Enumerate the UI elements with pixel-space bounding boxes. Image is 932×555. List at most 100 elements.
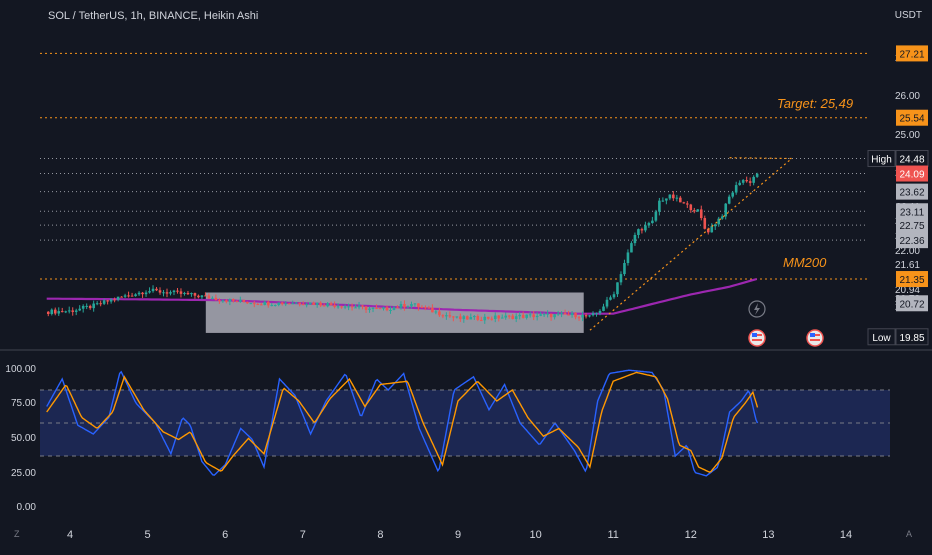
candle[interactable] <box>556 313 560 315</box>
candle[interactable] <box>378 308 382 310</box>
candle[interactable] <box>466 316 469 320</box>
candle[interactable] <box>692 210 696 212</box>
candle[interactable] <box>123 295 127 297</box>
candle[interactable] <box>493 315 497 320</box>
us-flag-event-icon[interactable] <box>806 329 824 347</box>
candle[interactable] <box>598 310 602 314</box>
candle[interactable] <box>218 300 221 302</box>
candle[interactable] <box>399 303 403 308</box>
candle[interactable] <box>207 295 211 299</box>
candle[interactable] <box>441 315 445 317</box>
candle[interactable] <box>385 307 389 311</box>
candle[interactable] <box>574 313 577 318</box>
candle[interactable] <box>724 203 728 217</box>
candle[interactable] <box>155 288 158 291</box>
candle[interactable] <box>679 197 682 203</box>
candle[interactable] <box>92 303 95 309</box>
candle[interactable] <box>204 295 207 297</box>
candle[interactable] <box>525 314 528 318</box>
price-badge[interactable]: 22.36 <box>896 232 928 249</box>
candle[interactable] <box>294 302 298 304</box>
candle[interactable] <box>497 315 501 319</box>
candle[interactable] <box>151 288 155 292</box>
candle[interactable] <box>612 294 616 298</box>
candle[interactable] <box>364 306 368 310</box>
candle[interactable] <box>354 307 357 309</box>
candle[interactable] <box>336 306 340 308</box>
candle[interactable] <box>347 306 350 308</box>
candle[interactable] <box>682 202 686 204</box>
candle[interactable] <box>427 307 431 309</box>
candle[interactable] <box>658 200 661 212</box>
price-badge[interactable]: 27.21 <box>896 45 928 62</box>
candle[interactable] <box>452 316 455 318</box>
candle[interactable] <box>193 293 197 296</box>
candle[interactable] <box>190 293 193 295</box>
candle[interactable] <box>699 209 703 219</box>
candle[interactable] <box>130 295 134 297</box>
price-badge[interactable]: 19.85 Low <box>867 328 929 346</box>
candle[interactable] <box>546 313 549 315</box>
candle[interactable] <box>85 305 88 307</box>
candle[interactable] <box>280 302 284 305</box>
candle[interactable] <box>305 304 308 306</box>
candle[interactable] <box>448 315 452 317</box>
candle[interactable] <box>469 317 473 320</box>
candle[interactable] <box>413 303 417 305</box>
candle[interactable] <box>706 228 710 233</box>
candle[interactable] <box>438 311 441 316</box>
candle[interactable] <box>542 314 546 316</box>
price-badge[interactable]: 23.11 <box>896 203 928 220</box>
candle[interactable] <box>514 316 518 319</box>
candle[interactable] <box>120 296 123 298</box>
candle[interactable] <box>60 311 64 313</box>
candle[interactable] <box>197 295 200 298</box>
price-badge[interactable]: 24.09 <box>896 165 928 182</box>
candle[interactable] <box>64 311 68 313</box>
candle[interactable] <box>235 300 239 302</box>
candle[interactable] <box>343 306 347 308</box>
candle[interactable] <box>78 308 81 311</box>
candle[interactable] <box>221 300 225 302</box>
candle[interactable] <box>455 316 459 318</box>
candle[interactable] <box>745 180 748 182</box>
candle[interactable] <box>504 315 508 318</box>
auto-scale-button[interactable]: A <box>906 529 913 539</box>
candle[interactable] <box>312 302 315 305</box>
candle[interactable] <box>581 315 584 318</box>
candle[interactable] <box>720 216 724 219</box>
candle[interactable] <box>675 197 679 199</box>
candle[interactable] <box>518 314 521 317</box>
candle[interactable] <box>375 307 378 309</box>
candle[interactable] <box>329 303 333 306</box>
candle[interactable] <box>577 317 581 319</box>
candle[interactable] <box>225 300 228 302</box>
candle[interactable] <box>434 311 438 313</box>
candle[interactable] <box>630 243 633 253</box>
candle[interactable] <box>172 290 176 293</box>
candle[interactable] <box>315 302 319 305</box>
candle[interactable] <box>703 218 707 229</box>
candle[interactable] <box>368 308 371 310</box>
candle[interactable] <box>102 300 106 304</box>
candle[interactable] <box>619 274 623 283</box>
candle[interactable] <box>144 292 148 295</box>
candle[interactable] <box>689 204 693 211</box>
candle[interactable] <box>755 173 759 177</box>
candle[interactable] <box>71 310 75 312</box>
candle[interactable] <box>654 211 658 221</box>
candle[interactable] <box>169 292 172 294</box>
candle[interactable] <box>738 182 741 186</box>
candle[interactable] <box>263 301 267 306</box>
candle[interactable] <box>211 297 214 299</box>
candle[interactable] <box>420 307 424 309</box>
candle[interactable] <box>403 303 406 308</box>
candle[interactable] <box>127 295 130 297</box>
candle[interactable] <box>214 297 218 301</box>
candle[interactable] <box>595 313 598 315</box>
candle[interactable] <box>371 307 375 309</box>
candle[interactable] <box>741 180 745 183</box>
candle[interactable] <box>340 306 343 308</box>
price-badge[interactable]: 25.54 <box>896 109 928 126</box>
